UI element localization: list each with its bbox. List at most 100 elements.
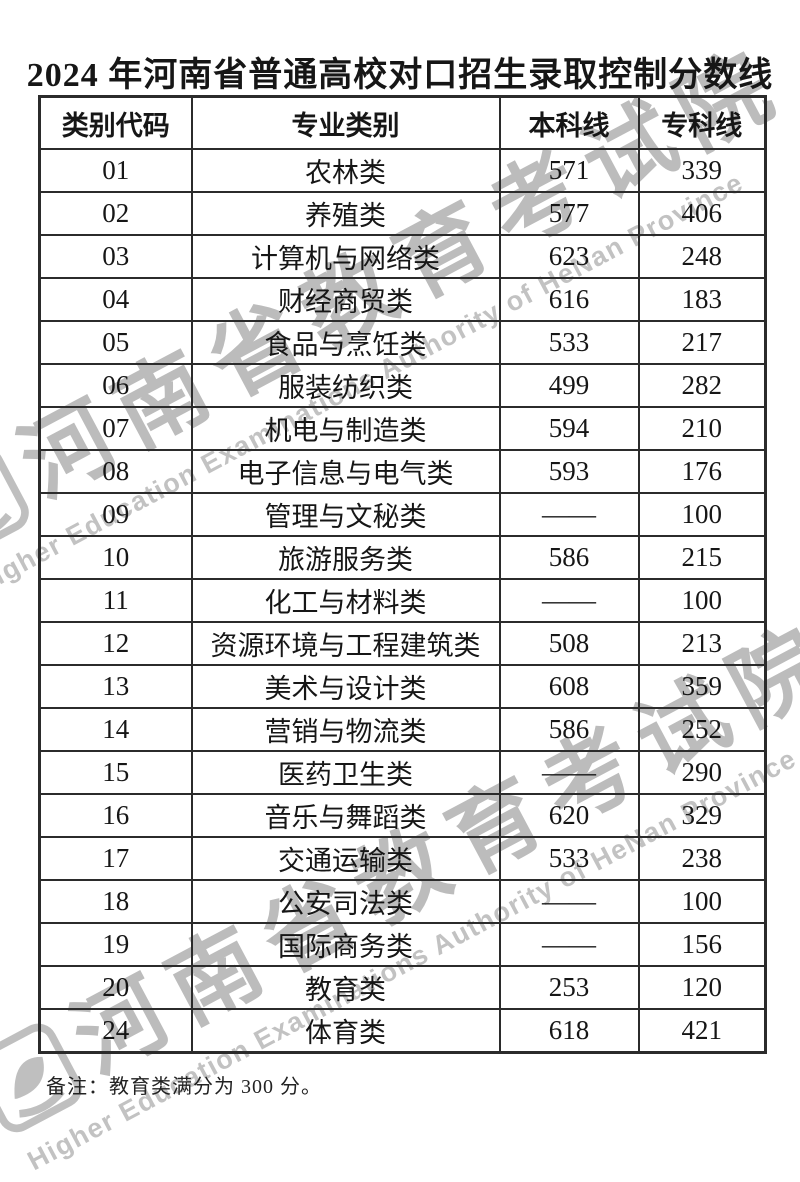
cell-category: 养殖类 bbox=[190, 191, 501, 236]
table-row: 08 电子信息与电气类 593 176 bbox=[38, 449, 767, 494]
cell-benke: —— bbox=[498, 750, 640, 795]
cell-code: 01 bbox=[38, 148, 193, 193]
cell-benke: 499 bbox=[498, 363, 640, 408]
cell-zhuanke: 282 bbox=[637, 363, 767, 408]
cell-benke: 608 bbox=[498, 664, 640, 709]
cell-zhuanke: 252 bbox=[637, 707, 767, 752]
cell-zhuanke: 120 bbox=[637, 965, 767, 1010]
cell-category: 公安司法类 bbox=[190, 879, 501, 924]
cell-benke: 620 bbox=[498, 793, 640, 838]
table-row: 14 营销与物流类 586 252 bbox=[38, 707, 767, 752]
cell-zhuanke: 421 bbox=[637, 1008, 767, 1054]
cell-zhuanke: 210 bbox=[637, 406, 767, 451]
cell-category: 食品与烹饪类 bbox=[190, 320, 501, 365]
table-row: 13 美术与设计类 608 359 bbox=[38, 664, 767, 709]
table-row: 12 资源环境与工程建筑类 508 213 bbox=[38, 621, 767, 666]
cell-code: 07 bbox=[38, 406, 193, 451]
cell-zhuanke: 183 bbox=[637, 277, 767, 322]
cell-category: 财经商贸类 bbox=[190, 277, 501, 322]
cell-category: 美术与设计类 bbox=[190, 664, 501, 709]
table-row: 18 公安司法类 —— 100 bbox=[38, 879, 767, 924]
cell-category: 农林类 bbox=[190, 148, 501, 193]
table-row: 06 服装纺织类 499 282 bbox=[38, 363, 767, 408]
table-row: 10 旅游服务类 586 215 bbox=[38, 535, 767, 580]
henan-eea-emblem-icon bbox=[0, 447, 29, 556]
cell-benke: 533 bbox=[498, 836, 640, 881]
cell-category: 计算机与网络类 bbox=[190, 234, 501, 279]
table-row: 11 化工与材料类 —— 100 bbox=[38, 578, 767, 623]
cell-code: 05 bbox=[38, 320, 193, 365]
cell-code: 04 bbox=[38, 277, 193, 322]
cell-benke: —— bbox=[498, 492, 640, 537]
cell-benke: 623 bbox=[498, 234, 640, 279]
table-row: 05 食品与烹饪类 533 217 bbox=[38, 320, 767, 365]
column-header-category: 专业类别 bbox=[190, 95, 501, 150]
table-row: 09 管理与文秘类 —— 100 bbox=[38, 492, 767, 537]
cell-zhuanke: 406 bbox=[637, 191, 767, 236]
cell-zhuanke: 290 bbox=[637, 750, 767, 795]
cell-benke: 508 bbox=[498, 621, 640, 666]
table-row: 02 养殖类 577 406 bbox=[38, 191, 767, 236]
table-body: 01 农林类 571 339 02 养殖类 577 406 03 计算机与网络类… bbox=[38, 148, 767, 1054]
cell-code: 20 bbox=[38, 965, 193, 1010]
cell-category: 资源环境与工程建筑类 bbox=[190, 621, 501, 666]
cell-zhuanke: 359 bbox=[637, 664, 767, 709]
cell-zhuanke: 215 bbox=[637, 535, 767, 580]
page-title: 2024 年河南省普通高校对口招生录取控制分数线 bbox=[26, 56, 774, 94]
cell-zhuanke: 329 bbox=[637, 793, 767, 838]
cell-zhuanke: 217 bbox=[637, 320, 767, 365]
cell-category: 音乐与舞蹈类 bbox=[190, 793, 501, 838]
cell-code: 16 bbox=[38, 793, 193, 838]
cell-zhuanke: 238 bbox=[637, 836, 767, 881]
cell-benke: 616 bbox=[498, 277, 640, 322]
cell-code: 08 bbox=[38, 449, 193, 494]
cell-category: 旅游服务类 bbox=[190, 535, 501, 580]
cell-code: 15 bbox=[38, 750, 193, 795]
cell-benke: 533 bbox=[498, 320, 640, 365]
cell-code: 12 bbox=[38, 621, 193, 666]
cell-category: 化工与材料类 bbox=[190, 578, 501, 623]
cell-category: 交通运输类 bbox=[190, 836, 501, 881]
score-table: 类别代码 专业类别 本科线 专科线 01 农林类 571 339 02 养殖类 … bbox=[38, 95, 767, 1054]
table-row: 15 医药卫生类 —— 290 bbox=[38, 750, 767, 795]
cell-benke: —— bbox=[498, 879, 640, 924]
table-header-row: 类别代码 专业类别 本科线 专科线 bbox=[38, 95, 767, 150]
cell-category: 机电与制造类 bbox=[190, 406, 501, 451]
cell-benke: 586 bbox=[498, 707, 640, 752]
cell-code: 18 bbox=[38, 879, 193, 924]
cell-code: 09 bbox=[38, 492, 193, 537]
cell-code: 02 bbox=[38, 191, 193, 236]
cell-category: 医药卫生类 bbox=[190, 750, 501, 795]
cell-benke: —— bbox=[498, 578, 640, 623]
cell-benke: 253 bbox=[498, 965, 640, 1010]
cell-zhuanke: 339 bbox=[637, 148, 767, 193]
cell-zhuanke: 100 bbox=[637, 879, 767, 924]
cell-benke: —— bbox=[498, 922, 640, 967]
cell-code: 03 bbox=[38, 234, 193, 279]
cell-category: 国际商务类 bbox=[190, 922, 501, 967]
cell-zhuanke: 156 bbox=[637, 922, 767, 967]
table-row: 17 交通运输类 533 238 bbox=[38, 836, 767, 881]
cell-zhuanke: 100 bbox=[637, 492, 767, 537]
table-row: 24 体育类 618 421 bbox=[38, 1008, 767, 1054]
cell-category: 管理与文秘类 bbox=[190, 492, 501, 537]
cell-zhuanke: 176 bbox=[637, 449, 767, 494]
cell-benke: 577 bbox=[498, 191, 640, 236]
cell-code: 11 bbox=[38, 578, 193, 623]
table-row: 16 音乐与舞蹈类 620 329 bbox=[38, 793, 767, 838]
column-header-zhuanke: 专科线 bbox=[637, 95, 767, 150]
table-row: 01 农林类 571 339 bbox=[38, 148, 767, 193]
cell-category: 体育类 bbox=[190, 1008, 501, 1054]
cell-benke: 571 bbox=[498, 148, 640, 193]
cell-category: 营销与物流类 bbox=[190, 707, 501, 752]
table-row: 07 机电与制造类 594 210 bbox=[38, 406, 767, 451]
cell-zhuanke: 100 bbox=[637, 578, 767, 623]
cell-benke: 586 bbox=[498, 535, 640, 580]
table-row: 03 计算机与网络类 623 248 bbox=[38, 234, 767, 279]
table-row: 19 国际商务类 —— 156 bbox=[38, 922, 767, 967]
column-header-benke: 本科线 bbox=[498, 95, 640, 150]
cell-code: 24 bbox=[38, 1008, 193, 1054]
cell-code: 13 bbox=[38, 664, 193, 709]
cell-code: 19 bbox=[38, 922, 193, 967]
cell-code: 10 bbox=[38, 535, 193, 580]
